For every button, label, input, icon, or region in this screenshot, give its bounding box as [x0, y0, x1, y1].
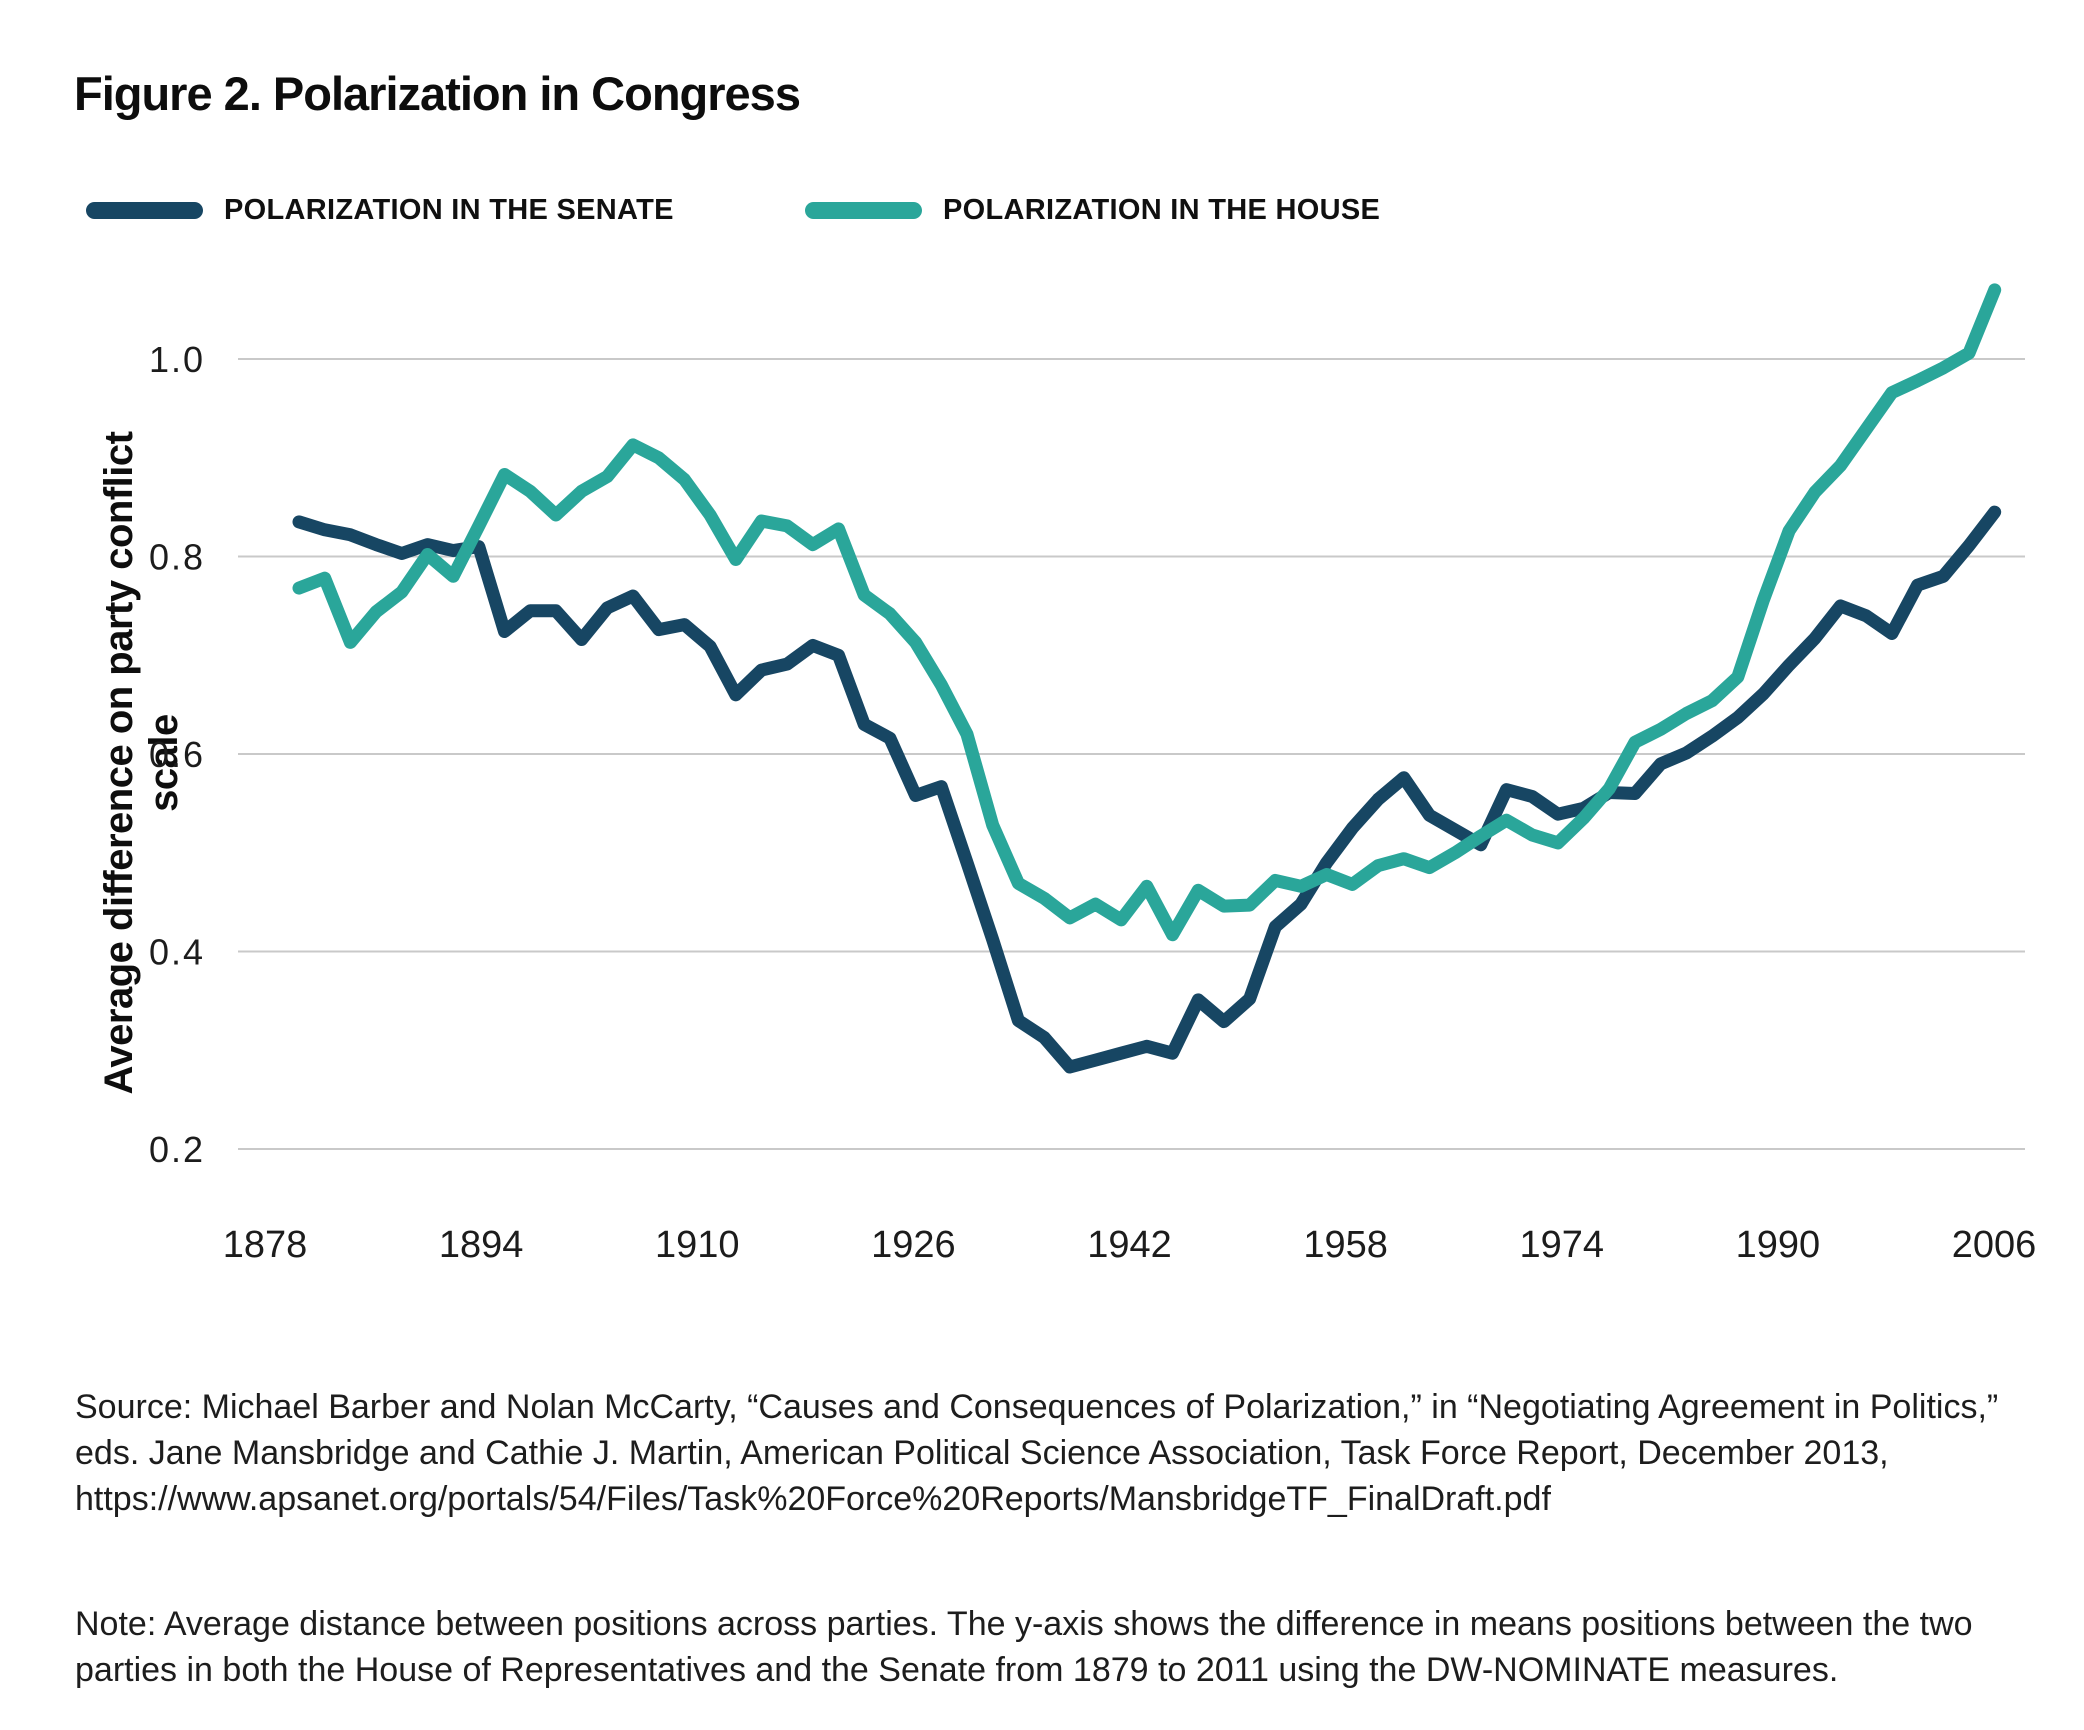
- legend-item-house: POLARIZATION IN THE HOUSE: [805, 192, 1380, 228]
- y-tick-label-0.8: 0.8: [149, 537, 205, 578]
- legend-label-house: POLARIZATION IN THE HOUSE: [943, 193, 1381, 226]
- senate-line-swatch: [86, 201, 203, 219]
- x-tick-label-1958: 1958: [1303, 1224, 1388, 1266]
- x-tick-label-1910: 1910: [655, 1224, 740, 1266]
- y-tick-label-0.4: 0.4: [149, 932, 205, 973]
- y-tick-label-0.6: 0.6: [149, 734, 205, 775]
- x-tick-label-1974: 1974: [1519, 1224, 1604, 1266]
- legend-item-senate: POLARIZATION IN THE SENATE: [86, 192, 674, 228]
- y-tick-label-0.2: 0.2: [149, 1129, 205, 1170]
- note-text: Note: Average distance between positions…: [75, 1605, 1973, 1689]
- polarization-in-the-senate-line: [292, 505, 2002, 1074]
- polarization-in-the-house-line: [292, 283, 2002, 942]
- x-tick-label-1926: 1926: [871, 1224, 956, 1266]
- x-tick-label-1942: 1942: [1087, 1224, 1172, 1266]
- x-tick-label-1894: 1894: [439, 1224, 524, 1266]
- y-tick-label-1.0: 1.0: [149, 339, 205, 380]
- source-text: Source: Michael Barber and Nolan McCarty…: [75, 1388, 1999, 1518]
- figure-title: Figure 2. Polarization in Congress: [74, 67, 801, 120]
- x-tick-label-1990: 1990: [1736, 1224, 1821, 1266]
- x-tick-label-1878: 1878: [223, 1224, 308, 1266]
- legend-label-senate: POLARIZATION IN THE SENATE: [224, 193, 674, 226]
- house-line-swatch: [805, 201, 922, 219]
- x-tick-label-2006: 2006: [1952, 1224, 2037, 1266]
